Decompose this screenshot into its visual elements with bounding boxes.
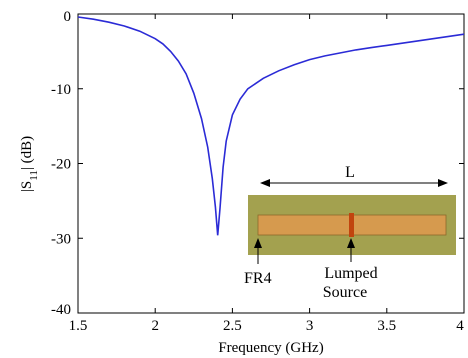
x-tick-label: 4 — [456, 318, 464, 334]
x-tick-label: 3.5 — [377, 318, 396, 334]
source-label-line1: Lumped — [324, 265, 377, 282]
plot-frame — [77, 13, 465, 314]
x-tick-label: 3 — [306, 318, 314, 334]
dimension-label: L — [345, 164, 355, 181]
fr4-pointer-head — [254, 238, 262, 248]
axis-ticks — [77, 13, 465, 314]
x-axis-label: Frequency (GHz) — [218, 340, 323, 356]
y-tick-label: -30 — [51, 231, 71, 247]
y-tick-label: -40 — [51, 302, 71, 318]
s11-series-line — [77, 16, 465, 236]
y-axis-label: |S11| (dB) — [19, 136, 40, 192]
y-tick-label: -10 — [51, 82, 71, 98]
source-pointer-head — [347, 238, 355, 248]
dimension-arrowhead-left — [260, 179, 270, 187]
source-label-line2: Source — [323, 284, 367, 301]
fr4-label: FR4 — [244, 270, 272, 287]
y-tick-label: -20 — [51, 157, 71, 173]
x-tick-label: 2.5 — [223, 318, 242, 334]
x-tick-label: 1.5 — [69, 318, 88, 334]
dimension-arrowhead-right — [438, 179, 448, 187]
y-tick-label: 0 — [64, 9, 72, 25]
antenna-inset: L FR4 Lumped Source — [244, 164, 456, 301]
x-tick-label: 2 — [151, 318, 159, 334]
lumped-source-gap — [349, 213, 354, 237]
tick-labels: 1.5 2 2.5 3 3.5 4 0 -10 -20 -30 -40 — [51, 9, 464, 334]
